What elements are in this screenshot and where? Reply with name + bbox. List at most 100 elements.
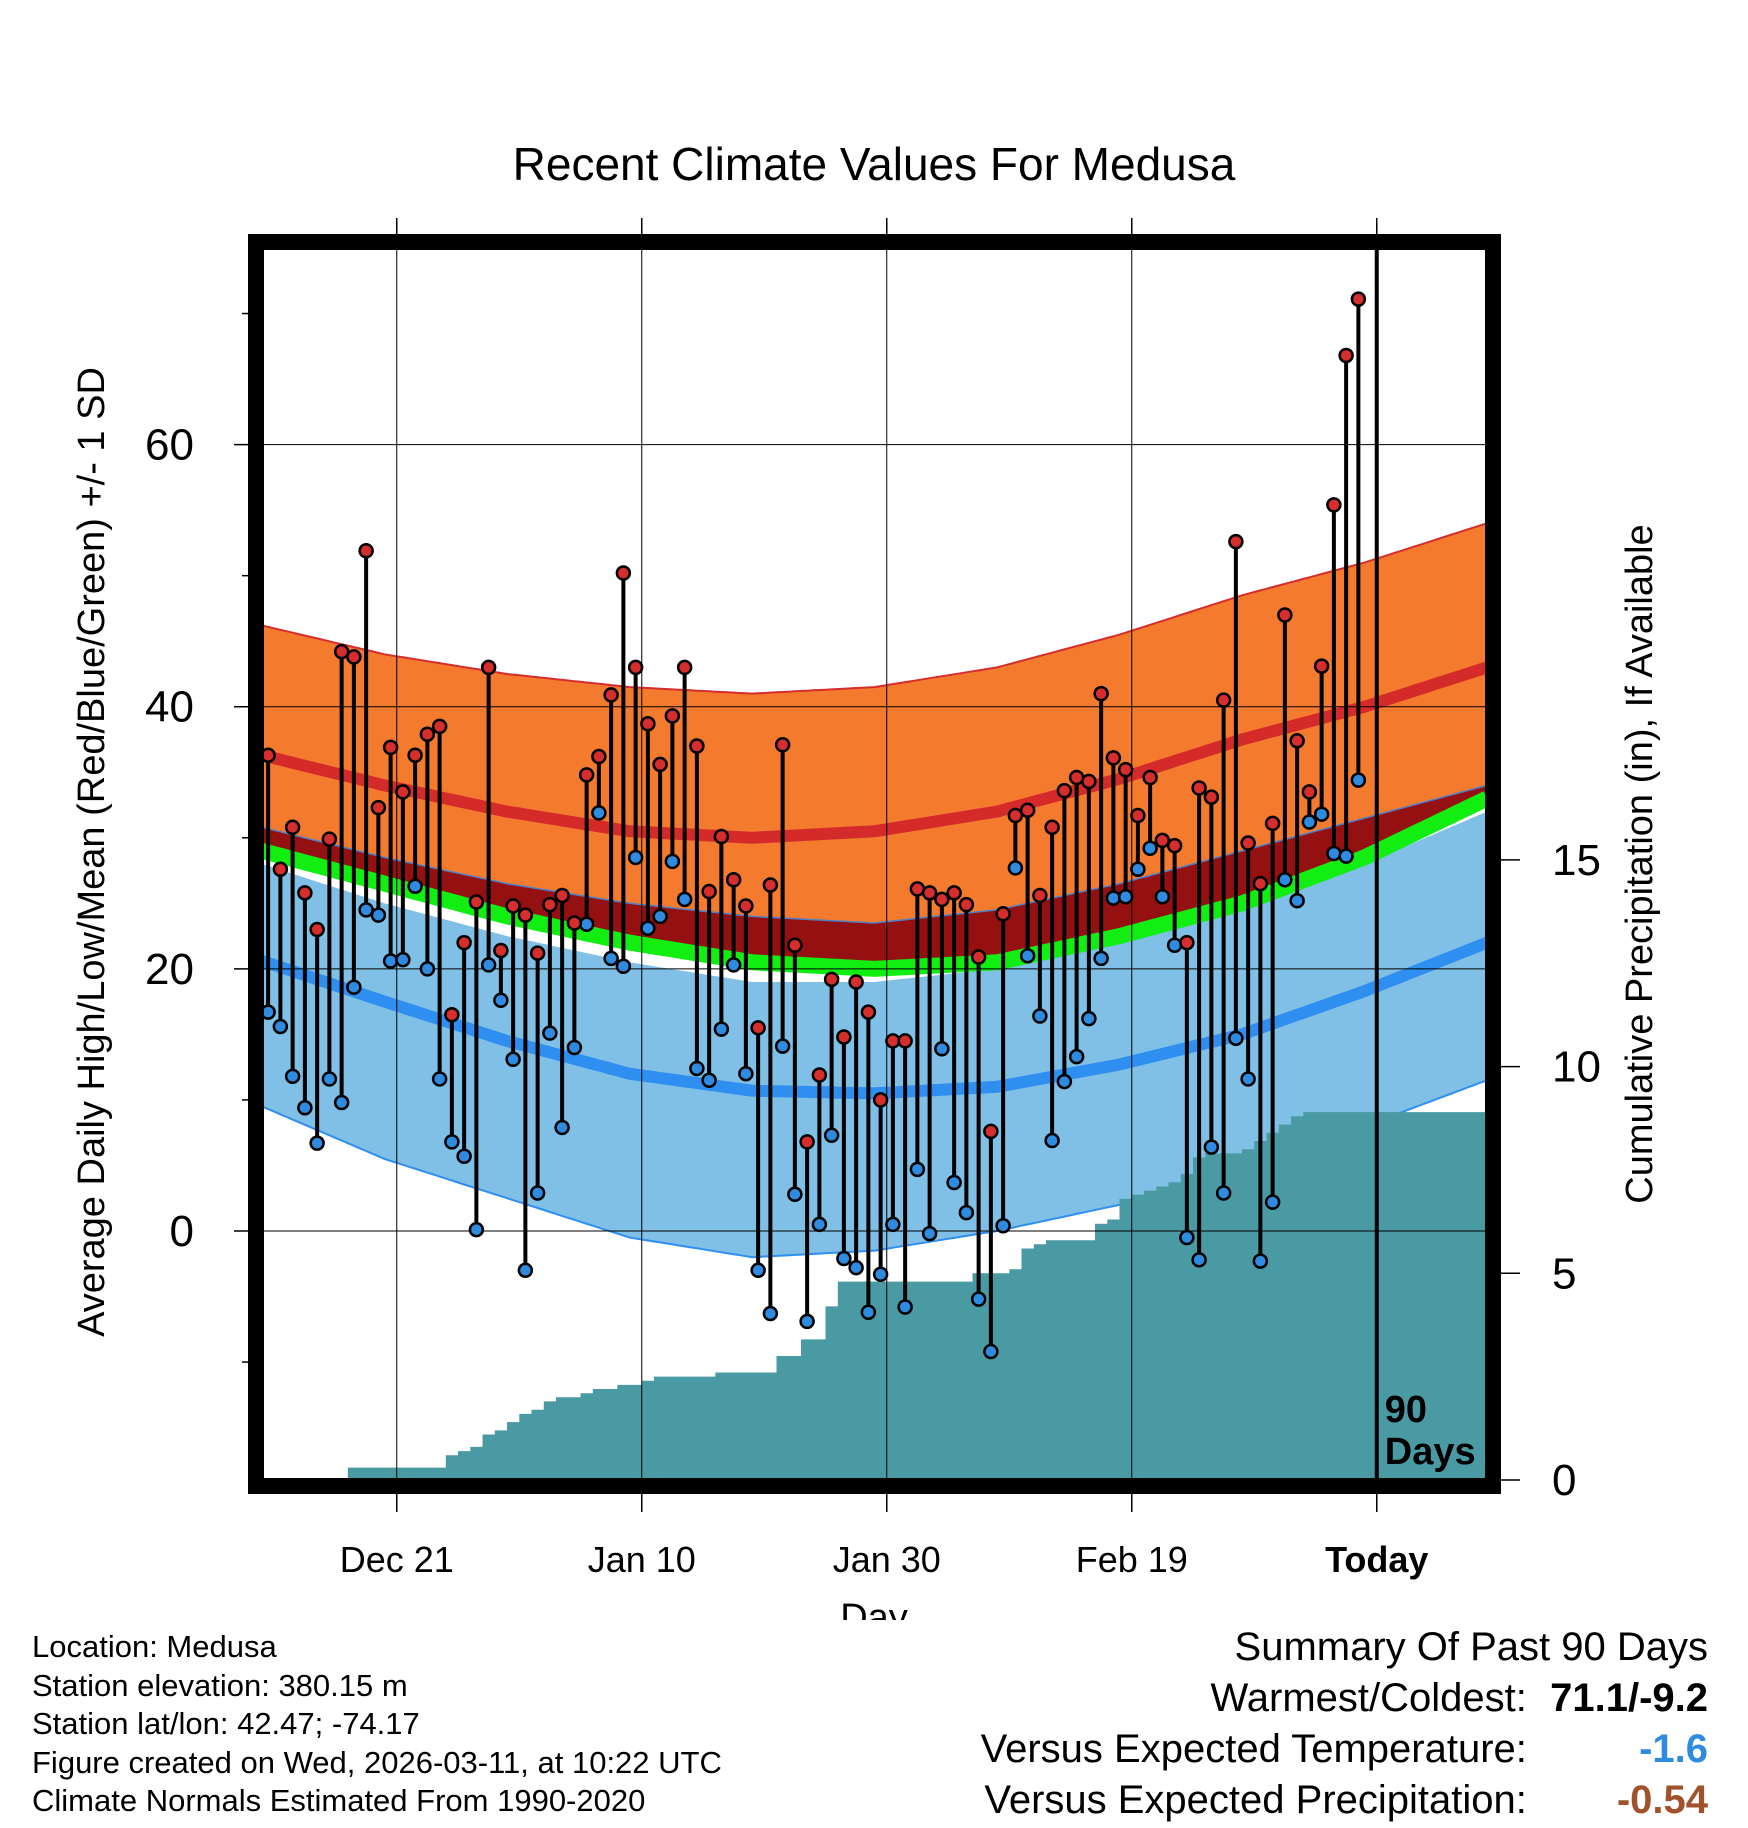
low-temp-point [578,916,595,933]
low-temp-point [897,1299,913,1315]
y-tick-label: 60 [145,421,194,470]
low-temp-point [713,1021,730,1037]
low-temp-point [321,1071,338,1087]
low-temp-point [627,849,644,866]
y-axis-label: Average Daily High/Low/Mean (Red/Blue/Gr… [71,367,113,1337]
low-temp-point [995,1217,1011,1234]
high-sd-lower-line [262,784,1487,924]
location-text: Location: Medusa [32,1629,277,1664]
high-temp-point [346,649,362,665]
high-temp-point [860,1004,877,1020]
high-mean-line [262,661,1487,844]
high-temp-point [1179,934,1195,951]
high-temp-point [1240,835,1256,851]
high-temp-point [554,887,570,904]
high-temp-point [382,739,399,756]
high-temp-point [1277,607,1293,623]
low-temp-point [284,1068,301,1085]
low-temp-point [762,1305,779,1322]
low-temp-point [272,1018,289,1035]
low-temp-point [725,957,742,973]
low-temp-point [1179,1229,1195,1246]
x-tick-label: Jan 10 [588,1539,696,1580]
summary-temp-row: Versus Expected Temperature: -1.6 [981,1724,1708,1775]
y2-tick-label: 10 [1552,1043,1601,1092]
high-temp-point [1313,658,1330,674]
high-temp-point [983,1123,999,1140]
low-temp-point [431,1071,448,1087]
low-temp-point [664,853,681,870]
low-temp-point [529,1185,546,1201]
low-temp-point [468,1221,485,1238]
y2-axis-label: Cumulative Precipitation (in), If Availa… [1619,524,1661,1203]
low-temp-point [885,1216,901,1233]
high-temp-point [799,1134,815,1150]
high-temp-point [1007,807,1024,824]
high-temp-point [321,831,338,847]
low-temp-point [1056,1073,1073,1090]
low-temp-point [823,1127,840,1144]
low-temp-point [983,1343,999,1360]
high-sd-upper-line [262,522,1487,695]
created-text: Figure created on Wed, 2026-03-11, at 10… [32,1744,722,1780]
high-temp-point [1081,773,1097,790]
high-temp-point [1264,815,1281,832]
high-temp-point [1252,875,1269,892]
high-temp-point [1289,733,1305,749]
high-temp-point [517,907,534,923]
high-temp-point [1019,802,1036,819]
high-temp-point [1032,887,1048,904]
high-temp-point [664,708,681,724]
low-temp-point [1117,889,1134,905]
summary-precip-row: Versus Expected Precipitation: -0.54 [981,1775,1708,1826]
low-temp-point [811,1216,828,1233]
precip-area [262,1112,1487,1480]
low-temp-point [419,961,436,977]
low-temp-point [676,891,693,908]
low-temp-point [1191,1252,1207,1268]
high-temp-point [934,891,950,908]
high-temp-point [309,921,325,938]
latlon-text: Station lat/lon: 42.47; -74.17 [32,1706,420,1741]
low-temp-point [1032,1008,1048,1024]
today-label-line: Days [1385,1431,1476,1473]
high-temp-point [823,971,840,988]
today-label-line: 90 [1385,1389,1427,1431]
low-sd-band [262,811,1487,1258]
x-tick-label: Today [1325,1539,1428,1580]
high-temp-point [921,885,938,901]
low-temp-point [456,1148,472,1165]
low-temp-point [615,958,632,974]
low-temp-point [517,1262,534,1279]
low-temp-point [1130,861,1146,877]
high-temp-point [750,1020,766,1036]
high-temp-point [431,718,448,735]
high-temp-point [1215,692,1232,708]
low-temp-point [262,1004,276,1020]
x-tick-label: Dec 21 [340,1539,454,1580]
low-temp-point [1044,1132,1060,1149]
high-temp-point [529,945,546,961]
high-temp-point [1117,761,1134,778]
high-temp-point [1228,533,1244,550]
low-temp-point [1068,1048,1085,1065]
high-temp-point [872,1092,889,1108]
high-temp-point [676,659,693,676]
low-temp-point [872,1266,889,1282]
high-temp-point [493,942,509,959]
low-temp-point [407,878,423,895]
low-temp-point [358,902,374,918]
high-temp-point [419,726,436,742]
high-temp-point [725,871,742,888]
elevation-text: Station elevation: 380.15 m [32,1667,408,1703]
high-temp-point [1093,685,1109,702]
low-temp-point [787,1186,803,1203]
y-tick-label: 40 [145,683,194,732]
high-temp-point [407,747,423,763]
high-temp-point [958,896,975,913]
low-temp-point [505,1051,521,1068]
chart-title: Recent Climate Values For Medusa [513,138,1236,190]
low-temp-point [738,1065,754,1082]
low-temp-point [1019,947,1036,964]
low-temp-point [774,1038,791,1054]
